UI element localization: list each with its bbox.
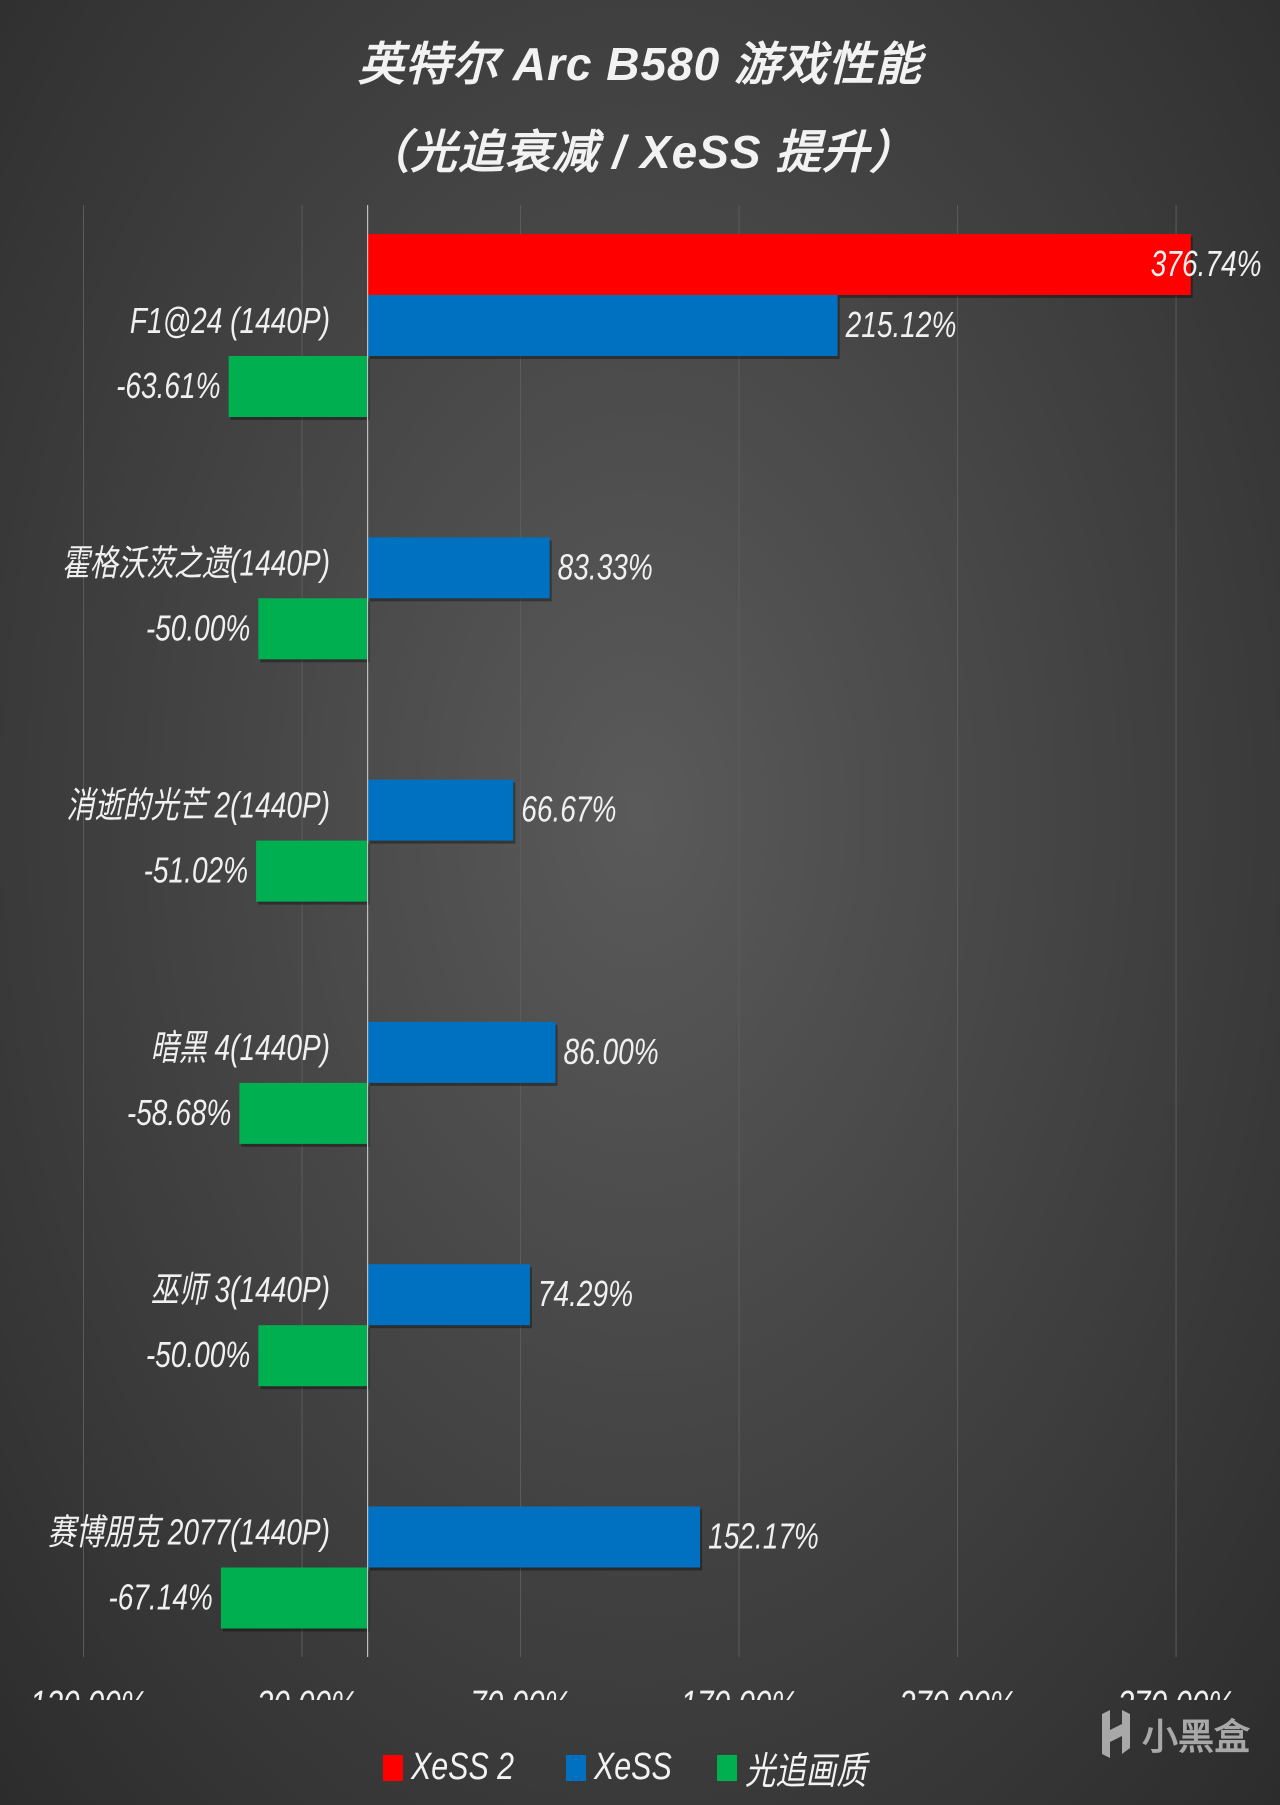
bar-xess-2 bbox=[367, 234, 1191, 295]
data-label: 152.17% bbox=[708, 1516, 819, 1556]
x-tick-label-wrap: 170.00% bbox=[681, 1684, 798, 1700]
category-label: F1@24 (1440P) bbox=[130, 301, 330, 341]
bar-光追画质 bbox=[258, 598, 368, 660]
data-label: -50.00% bbox=[146, 608, 251, 648]
legend-swatch bbox=[382, 1754, 403, 1781]
bar-xess bbox=[367, 295, 838, 356]
data-label-wrap: 152.17% bbox=[708, 1516, 819, 1556]
data-label-wrap: 74.29% bbox=[538, 1274, 633, 1314]
bar-xess bbox=[367, 1264, 530, 1326]
data-label: 376.74% bbox=[1151, 244, 1262, 284]
data-label-wrap: -50.00% bbox=[146, 1335, 251, 1375]
data-label: 74.29% bbox=[538, 1274, 633, 1314]
x-tick-label-wrap: -130.00% bbox=[20, 1684, 147, 1700]
watermark-logo: 小黑盒 bbox=[1096, 1708, 1250, 1760]
data-label: 66.67% bbox=[521, 789, 616, 829]
legend-label: XeSS bbox=[593, 1746, 672, 1788]
category-label-wrap: 暗黑 4(1440P) bbox=[151, 1028, 330, 1068]
bar-xess bbox=[367, 779, 514, 841]
x-tick-label-wrap: 370.00% bbox=[1118, 1684, 1235, 1700]
x-tick-label: 270.00% bbox=[898, 1684, 1016, 1700]
category-label-wrap: 霍格沃茨之遗(1440P) bbox=[62, 543, 330, 583]
bar-xess bbox=[367, 1506, 701, 1568]
data-label-wrap: -67.14% bbox=[108, 1577, 213, 1617]
data-label-wrap: 215.12% bbox=[845, 305, 957, 345]
legend-label: 光追画质 bbox=[745, 1751, 867, 1793]
data-label-wrap: -63.61% bbox=[116, 366, 221, 406]
bar-光追画质 bbox=[220, 1567, 368, 1629]
data-label: 86.00% bbox=[564, 1032, 659, 1072]
category-label: 赛博朋克 2077(1440P) bbox=[48, 1512, 330, 1552]
category-label-wrap: F1@24 (1440P) bbox=[130, 301, 330, 341]
legend-item-xess2: XeSS 2 bbox=[382, 1740, 540, 1795]
heybox-logo-icon bbox=[1101, 1710, 1130, 1758]
category-label: 暗黑 4(1440P) bbox=[151, 1028, 330, 1068]
bar-光追画质 bbox=[258, 1325, 368, 1387]
data-label-wrap: 66.67% bbox=[521, 789, 616, 829]
x-tick-label-wrap: 270.00% bbox=[898, 1684, 1016, 1700]
x-tick-label-wrap: -30.00% bbox=[247, 1684, 357, 1700]
x-tick-label: 370.00% bbox=[1118, 1684, 1235, 1700]
bar-光追画质 bbox=[256, 840, 368, 902]
watermark-text: 小黑盒 bbox=[1141, 1716, 1250, 1757]
category-label-wrap: 消逝的光芒 2(1440P) bbox=[66, 785, 330, 825]
data-label-wrap: -58.68% bbox=[127, 1093, 232, 1133]
legend-label: XeSS 2 bbox=[410, 1746, 515, 1788]
legend-swatch bbox=[565, 1754, 586, 1781]
bar-光追画质 bbox=[228, 356, 368, 417]
x-tick-label: 170.00% bbox=[681, 1684, 798, 1700]
x-tick-label-wrap: 70.00% bbox=[470, 1684, 570, 1700]
category-label: 霍格沃茨之遗(1440P) bbox=[62, 543, 330, 583]
x-tick-label: -30.00% bbox=[247, 1684, 357, 1700]
bar-光追画质 bbox=[239, 1082, 368, 1144]
data-label-wrap: -51.02% bbox=[144, 850, 249, 890]
category-label-wrap: 赛博朋克 2077(1440P) bbox=[48, 1512, 330, 1552]
chart-title-line2: （光追衰减 / XeSS 提升） bbox=[363, 126, 917, 178]
data-label-wrap: 83.33% bbox=[558, 547, 653, 587]
category-label-wrap: 巫师 3(1440P) bbox=[151, 1270, 330, 1310]
x-tick-label: 70.00% bbox=[470, 1684, 570, 1700]
legend-swatch bbox=[717, 1754, 738, 1781]
chart-plot: -130.00% -30.00% 70.00% 170.00% 270.00% 370.0… bbox=[20, 205, 1262, 1700]
x-tick-label: -130.00% bbox=[20, 1684, 147, 1700]
legend-item-rt: 光追画质 bbox=[717, 1740, 897, 1795]
data-label: -50.00% bbox=[146, 1335, 251, 1375]
data-label: -67.14% bbox=[108, 1577, 213, 1617]
bar-xess bbox=[367, 1021, 556, 1083]
data-label-wrap: -50.00% bbox=[146, 608, 251, 648]
data-label: -51.02% bbox=[144, 850, 249, 890]
legend: XeSS 2 XeSS 光追画质 bbox=[0, 1740, 1280, 1795]
data-label-wrap: 376.74% bbox=[1151, 244, 1262, 284]
category-label: 巫师 3(1440P) bbox=[151, 1270, 330, 1310]
category-label: 消逝的光芒 2(1440P) bbox=[66, 785, 330, 825]
data-label: -58.68% bbox=[127, 1093, 232, 1133]
data-label: 215.12% bbox=[845, 305, 957, 345]
chart-title-line1: 英特尔 Arc B580 游戏性能 bbox=[357, 38, 922, 90]
data-label: 83.33% bbox=[558, 547, 653, 587]
bar-xess bbox=[367, 537, 550, 599]
data-label: -63.61% bbox=[116, 366, 221, 406]
legend-item-xess: XeSS bbox=[565, 1740, 691, 1795]
data-label-wrap: 86.00% bbox=[564, 1032, 659, 1072]
